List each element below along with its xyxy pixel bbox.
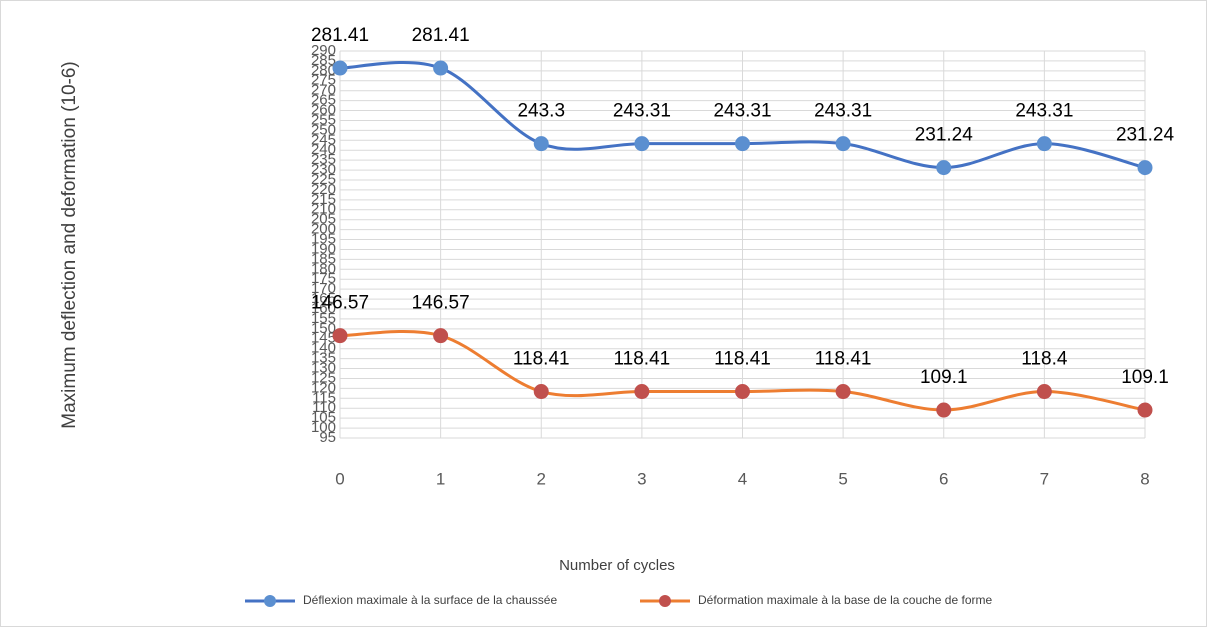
legend-marker [659, 595, 671, 607]
y-tick-label: 175 [311, 270, 336, 287]
x-tick-label: 8 [1140, 469, 1149, 488]
marker [835, 136, 851, 152]
y-tick-label: 160 [311, 300, 336, 317]
x-axis-title: Number of cycles [559, 557, 675, 574]
marker [634, 136, 650, 152]
data-label: 118.41 [513, 349, 570, 370]
marker [1036, 384, 1052, 400]
y-tick-label: 140 [311, 340, 336, 357]
data-label: 118.41 [815, 349, 872, 370]
y-tick-label: 105 [311, 409, 336, 426]
y-tick-label: 95 [319, 429, 336, 446]
marker [332, 60, 348, 76]
y-tick-label: 150 [311, 320, 336, 337]
y-tick-label: 230 [311, 161, 336, 178]
y-tick-label: 235 [311, 151, 336, 168]
x-tick-label: 7 [1040, 469, 1049, 488]
y-tick-label: 190 [311, 240, 336, 257]
legend-marker [264, 595, 276, 607]
data-label: 146.57 [311, 293, 369, 314]
marker [433, 60, 449, 76]
y-tick-label: 195 [311, 231, 336, 248]
y-tick-label: 125 [311, 369, 336, 386]
data-label: 243.31 [814, 101, 872, 122]
y-tick-label: 265 [311, 92, 336, 109]
marker [433, 328, 449, 344]
data-label: 118.41 [714, 349, 771, 370]
marker [1137, 402, 1153, 418]
y-tick-label: 215 [311, 191, 336, 208]
data-label: 243.3 [517, 101, 565, 122]
data-label: 146.57 [412, 293, 470, 314]
marker [332, 328, 348, 344]
y-tick-label: 290 [311, 42, 336, 59]
x-tick-label: 0 [335, 469, 344, 488]
y-axis-title: Maximum deflection and deformation (10-6… [59, 61, 80, 429]
y-tick-label: 185 [311, 250, 336, 267]
data-label: 118.41 [614, 349, 671, 370]
x-tick-label: 4 [738, 469, 747, 488]
data-label: 243.31 [1015, 101, 1073, 122]
y-tick-label: 110 [312, 399, 336, 416]
y-tick-label: 245 [311, 131, 336, 148]
y-tick-label: 165 [311, 290, 336, 307]
y-tick-label: 220 [311, 181, 336, 198]
legend-label: Déformation maximale à la base de la cou… [698, 593, 992, 607]
y-tick-label: 130 [311, 360, 336, 377]
y-tick-label: 205 [311, 211, 336, 228]
marker [533, 136, 549, 152]
data-label: 231.24 [915, 125, 974, 146]
marker [533, 384, 549, 400]
y-tick-label: 225 [311, 171, 336, 188]
data-label: 243.31 [713, 101, 771, 122]
x-tick-label: 1 [436, 469, 445, 488]
y-tick-label: 260 [311, 102, 336, 119]
y-tick-label: 210 [311, 201, 336, 218]
y-tick-label: 120 [311, 379, 336, 396]
data-label: 109.1 [1121, 367, 1169, 388]
x-tick-label: 6 [939, 469, 948, 488]
marker [835, 384, 851, 400]
data-label: 243.31 [613, 101, 671, 122]
x-tick-label: 5 [838, 469, 847, 488]
y-tick-label: 285 [311, 52, 336, 69]
x-tick-label: 3 [637, 469, 646, 488]
y-tick-label: 135 [311, 350, 336, 367]
data-label: 109.1 [920, 367, 968, 388]
marker [936, 160, 952, 176]
y-tick-label: 275 [311, 72, 336, 89]
y-tick-label: 250 [311, 121, 336, 138]
y-tick-label: 155 [311, 310, 336, 327]
marker [1137, 160, 1153, 176]
data-label: 231.24 [1116, 125, 1175, 146]
y-tick-label: 145 [311, 330, 336, 347]
y-tick-label: 255 [311, 111, 336, 128]
marker [1036, 136, 1052, 152]
y-tick-label: 240 [311, 141, 336, 158]
y-tick-label: 170 [311, 280, 336, 297]
y-tick-label: 180 [311, 260, 336, 277]
marker [936, 402, 952, 418]
marker [735, 384, 750, 400]
y-tick-label: 270 [311, 82, 336, 99]
data-label: 281.41 [412, 25, 470, 46]
y-tick-label: 115 [312, 389, 336, 406]
y-tick-label: 280 [311, 62, 336, 79]
marker [735, 136, 750, 152]
data-label: 118.4 [1021, 349, 1068, 370]
x-tick-label: 2 [537, 469, 546, 488]
legend-label: Déflexion maximale à la surface de la ch… [303, 593, 557, 607]
data-label: 281.41 [311, 25, 369, 46]
marker [634, 384, 650, 400]
y-tick-label: 100 [311, 419, 336, 436]
y-tick-label: 200 [311, 221, 336, 238]
